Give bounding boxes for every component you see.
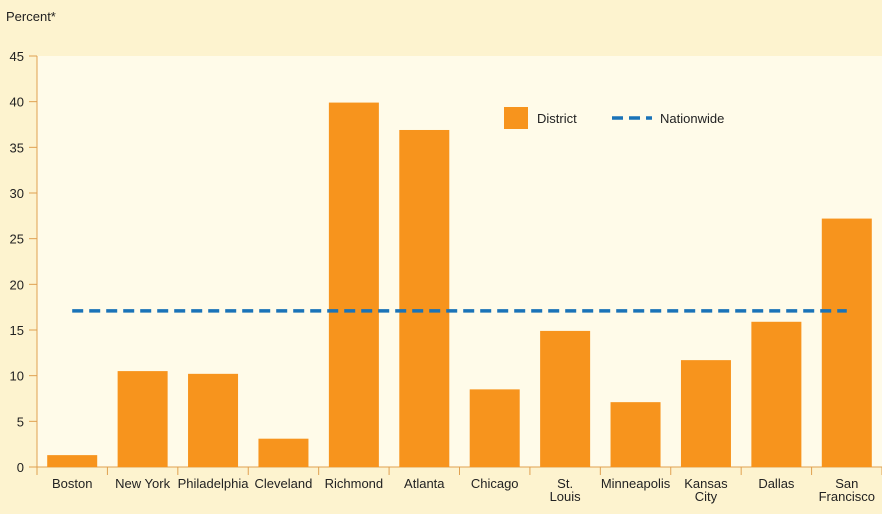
y-tick-label: 25: [10, 232, 24, 247]
bar: [680, 360, 731, 467]
bar: [188, 373, 239, 467]
legend-label: District: [537, 111, 577, 126]
y-tick-label: 35: [10, 140, 24, 155]
y-tick-label: 40: [10, 95, 24, 110]
y-tick-label: 5: [17, 414, 24, 429]
y-tick-label: 30: [10, 186, 24, 201]
bar: [821, 218, 872, 467]
bar: [328, 102, 379, 467]
x-tick-label: Cleveland: [255, 476, 313, 491]
y-tick-label: 15: [10, 323, 24, 338]
bar: [610, 402, 661, 467]
x-tick-label: Boston: [52, 476, 92, 491]
bar: [751, 321, 802, 467]
x-tick-label: Chicago: [471, 476, 519, 491]
legend-swatch: [504, 107, 528, 129]
bar: [117, 371, 168, 467]
bar: [399, 129, 450, 468]
x-tick-label: New York: [115, 476, 170, 491]
bar: [540, 330, 591, 467]
x-tick-label: Kansas City: [684, 476, 728, 504]
x-tick-label: Minneapolis: [601, 476, 671, 491]
plot-area: [37, 56, 882, 467]
x-tick-label: Atlanta: [404, 476, 445, 491]
y-tick-label: 20: [10, 277, 24, 292]
axis-label: Percent*: [6, 9, 56, 24]
y-tick-label: 0: [17, 460, 24, 475]
x-tick-label: Richmond: [325, 476, 384, 491]
x-tick-label: San Francisco: [819, 476, 875, 504]
x-tick-label: St. Louis: [550, 476, 582, 504]
bar: [47, 455, 98, 467]
bar: [469, 389, 520, 467]
y-tick-label: 10: [10, 369, 24, 384]
x-tick-label: Philadelphia: [178, 476, 250, 491]
x-tick-label: Dallas: [758, 476, 795, 491]
bar: [258, 438, 309, 467]
legend-label: Nationwide: [660, 111, 724, 126]
y-tick-label: 45: [10, 49, 24, 64]
